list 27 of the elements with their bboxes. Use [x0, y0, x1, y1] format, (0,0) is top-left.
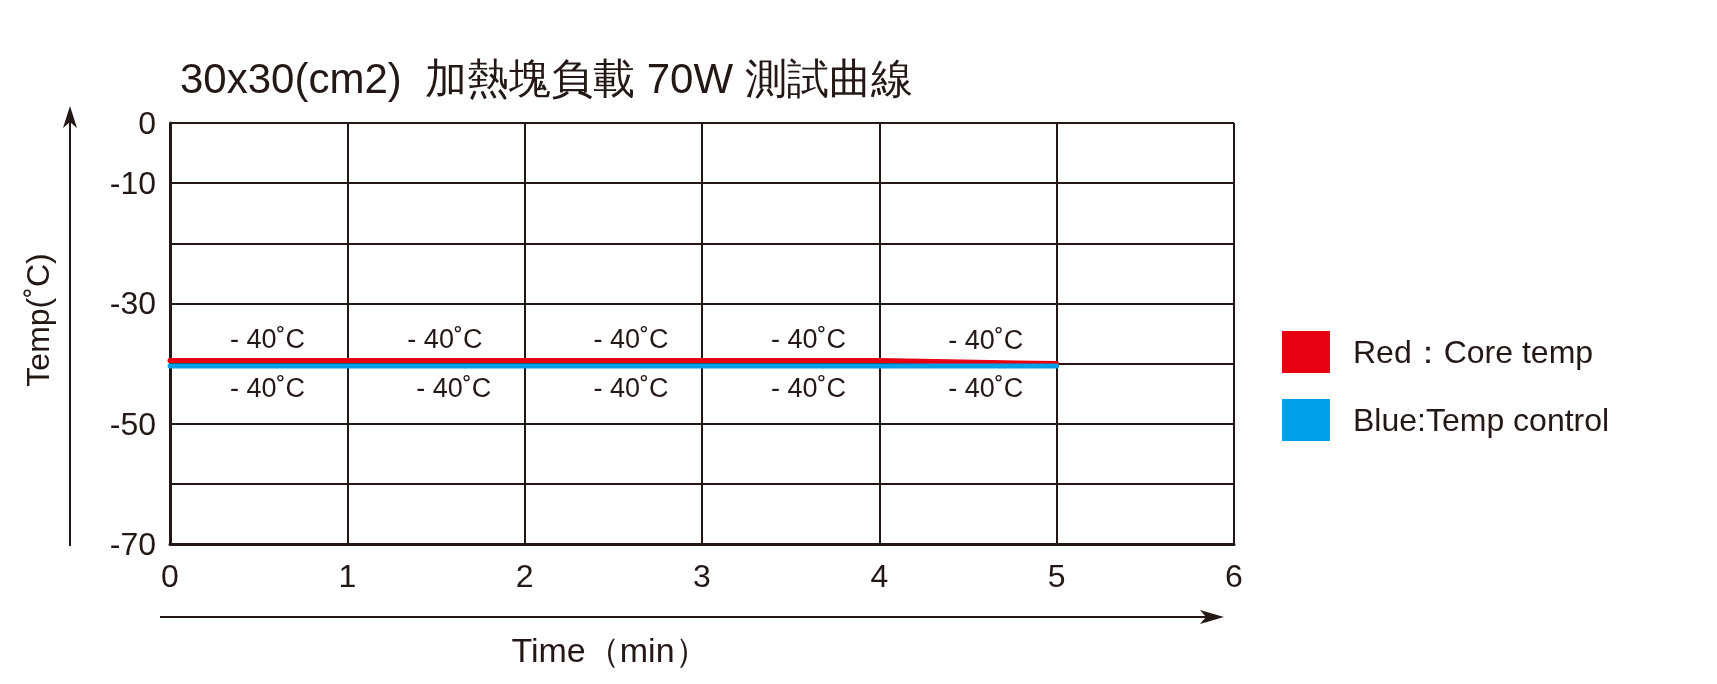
x-axis-title: Time（min）	[511, 631, 709, 669]
y-tick-label: -70	[109, 526, 156, 562]
x-tick-label: 2	[515, 558, 534, 594]
annotation: - 40˚C	[416, 372, 492, 403]
x-tick-label: 0	[161, 558, 179, 594]
y-axis-title: Temp(˚C)	[20, 253, 56, 387]
y-tick-label: -30	[109, 285, 156, 322]
annotation: - 40˚C	[407, 323, 483, 354]
annotation: - 40˚C	[770, 372, 846, 403]
chart-title: 30x30(cm2) 加熱塊負載 70W 測試曲線	[180, 54, 913, 102]
y-tick-label: 0	[138, 105, 156, 141]
x-tick-label: 5	[1047, 558, 1066, 594]
x-tick-label: 6	[1225, 558, 1243, 594]
annotation: - 40˚C	[770, 323, 846, 354]
legend-label: Blue:Temp control	[1353, 402, 1610, 438]
annotation: - 40˚C	[948, 372, 1024, 403]
legend-label: Red：Core temp	[1353, 334, 1594, 370]
x-tick-label: 3	[693, 558, 711, 594]
annotation: - 40˚C	[593, 323, 669, 354]
x-tick-label: 4	[870, 558, 889, 594]
x-tick-label: 1	[338, 558, 357, 594]
annotation: - 40˚C	[230, 323, 306, 354]
annotation: - 40˚C	[948, 325, 1024, 356]
y-tick-label: -50	[109, 405, 156, 442]
y-tick-label: -10	[109, 165, 156, 202]
annotation: - 40˚C	[593, 372, 669, 403]
annotation: - 40˚C	[230, 372, 306, 403]
